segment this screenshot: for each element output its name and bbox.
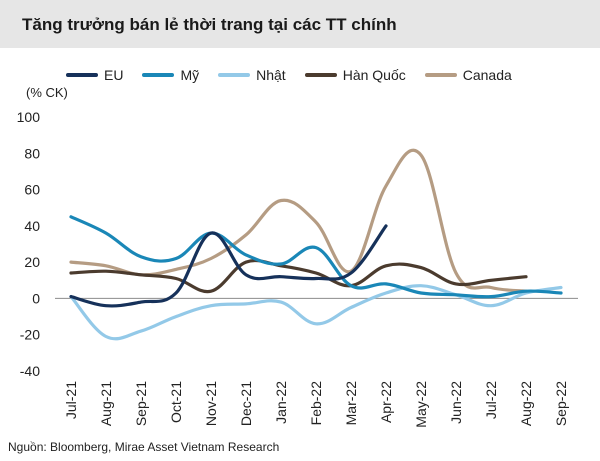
y-tick-label: 40 (24, 218, 40, 234)
legend-item-my: Mỹ (142, 67, 199, 83)
x-tick-label: Aug-21 (98, 381, 114, 426)
y-tick-label: -40 (20, 363, 40, 379)
series-line-my (69, 215, 563, 299)
x-tick-label: May-22 (413, 381, 429, 428)
x-tick-label: Oct-21 (168, 381, 184, 423)
x-tick-label: Aug-22 (518, 381, 534, 426)
legend-label: EU (104, 67, 124, 83)
legend-swatch (304, 73, 337, 77)
y-tick-label: 100 (17, 109, 41, 125)
legend: EU Mỹ Nhật Hàn Quốc Canada (66, 65, 531, 85)
legend-label: Hàn Quốc (342, 67, 406, 83)
x-tick-label: Apr-22 (378, 381, 394, 423)
legend-swatch (424, 73, 457, 77)
source-note: Nguồn: Bloomberg, Mirae Asset Vietnam Re… (8, 440, 280, 454)
chart-title: Tăng trưởng bán lẻ thời trang tại các TT… (22, 15, 397, 34)
legend-label: Mỹ (180, 67, 200, 83)
x-tick-label: Sep-22 (553, 381, 569, 426)
legend-label: Nhật (256, 67, 286, 83)
legend-item-eu: EU (66, 67, 123, 83)
line-chart: -40 -20 0 20 40 60 80 100 Jul-21 Aug-21 Sep-21 Oct-… (17, 109, 578, 428)
legend-swatch (218, 73, 251, 77)
legend-item-nhat: Nhật (218, 67, 286, 83)
y-axis-unit: (% CK) (26, 85, 68, 100)
x-tick-label: Mar-22 (343, 381, 359, 426)
legend-item-canada: Canada (424, 67, 512, 83)
x-tick-label: Nov-21 (203, 381, 219, 426)
x-tick-label: Jun-22 (448, 381, 464, 424)
x-tick-label: Jan-22 (273, 381, 289, 424)
x-tick-label: Dec-21 (238, 381, 254, 426)
legend-swatch (142, 73, 175, 77)
x-tick-label: Jul-22 (483, 381, 499, 419)
legend-swatch (66, 73, 98, 77)
title-bar: Tăng trưởng bán lẻ thời trang tại các TT… (0, 0, 600, 48)
y-tick-label: 80 (24, 145, 40, 161)
legend-label: Canada (462, 67, 512, 83)
y-tick-label: -20 (20, 327, 40, 343)
series-line-eu (69, 224, 388, 308)
y-tick-label: 0 (32, 290, 40, 306)
legend-item-han-quoc: Hàn Quốc (304, 67, 406, 83)
x-tick-label: Feb-22 (308, 381, 324, 426)
x-tick-label: Sep-21 (133, 381, 149, 426)
y-tick-label: 20 (24, 254, 40, 270)
series-line-han-quoc (69, 258, 528, 294)
x-tick-label: Jul-21 (63, 381, 79, 419)
series-line-nhat (69, 284, 563, 341)
y-tick-label: 60 (24, 182, 40, 198)
